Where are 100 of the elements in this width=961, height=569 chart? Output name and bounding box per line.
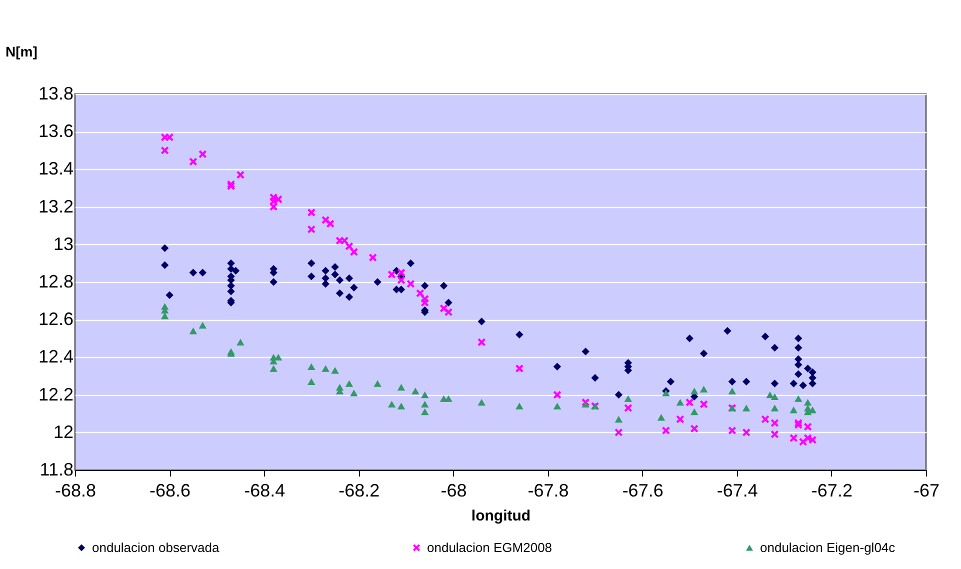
- point: [340, 236, 348, 245]
- x-axis-title: longitud: [471, 508, 531, 524]
- x-tick-label: -67: [913, 480, 940, 500]
- point: [326, 220, 334, 228]
- point: [690, 408, 698, 416]
- point: [236, 338, 244, 346]
- point: [728, 388, 736, 394]
- x-tick-label: -67.4: [716, 480, 758, 500]
- y-tick-label: 13.8: [38, 84, 74, 104]
- point: [350, 390, 358, 396]
- x-tick-label: -67.6: [622, 480, 664, 500]
- point: [614, 416, 623, 423]
- point: [728, 426, 736, 434]
- legend-label: ondulacion Eigen-gl04c: [760, 540, 896, 555]
- point: [770, 430, 779, 438]
- point: [478, 338, 486, 346]
- point: [308, 225, 316, 234]
- point: [166, 133, 174, 142]
- point: [368, 254, 377, 262]
- x-tick-label: -68.2: [338, 480, 380, 500]
- point: [308, 363, 316, 370]
- point: [742, 404, 750, 412]
- y-tick-label: 13.2: [38, 196, 74, 216]
- point: [270, 365, 278, 372]
- y-tick-label: 13: [53, 234, 74, 254]
- point: [416, 289, 424, 298]
- point: [350, 248, 358, 256]
- point: [444, 308, 452, 316]
- y-tick-label: 12.8: [38, 272, 74, 292]
- point: [624, 404, 632, 412]
- y-tick-label: 13.6: [38, 121, 74, 142]
- y-tick-label: 12.4: [38, 346, 74, 367]
- point: [478, 398, 486, 406]
- point: [700, 386, 708, 393]
- y-tick-label: 11.8: [40, 460, 74, 480]
- x-tick-label: -68.8: [54, 480, 96, 500]
- point: [397, 276, 406, 284]
- point: [808, 406, 816, 414]
- point: [397, 384, 406, 391]
- point: [676, 415, 684, 424]
- point: [770, 393, 779, 400]
- point: [308, 208, 316, 216]
- point: [274, 195, 282, 204]
- point: [189, 158, 198, 166]
- point: [189, 328, 198, 334]
- x-tick-label: -67.2: [811, 480, 852, 500]
- point: [308, 378, 316, 385]
- point: [516, 402, 524, 410]
- point: [345, 242, 354, 250]
- point: [420, 298, 429, 307]
- point: [198, 322, 207, 329]
- point: [700, 400, 708, 408]
- point: [662, 390, 670, 396]
- point: [553, 390, 562, 399]
- point: [790, 434, 798, 442]
- point: [160, 146, 169, 154]
- point: [420, 391, 429, 398]
- point: [582, 400, 590, 408]
- point: [198, 150, 207, 158]
- point: [420, 408, 429, 416]
- point: [388, 400, 396, 408]
- point: [412, 388, 420, 394]
- point: [761, 415, 770, 424]
- point: [790, 406, 798, 414]
- y-tick-label: 12: [53, 422, 74, 442]
- y-tick-label: 12.2: [38, 384, 74, 404]
- point: [388, 270, 396, 278]
- y-tick-label: 13.4: [38, 158, 74, 179]
- point: [322, 365, 330, 372]
- point: [794, 395, 802, 402]
- x-tick-label: -67.8: [528, 480, 569, 500]
- y-tick-label: 12.6: [38, 309, 74, 330]
- point: [614, 428, 623, 436]
- point: [770, 419, 779, 427]
- x-tick-label: -68.4: [244, 480, 286, 500]
- legend-label: ondulacion EGM2008: [427, 540, 552, 555]
- point: [657, 414, 666, 421]
- point: [406, 280, 415, 288]
- point: [331, 367, 339, 374]
- point: [742, 428, 750, 436]
- point: [804, 422, 812, 431]
- point: [420, 400, 429, 408]
- point: [236, 170, 244, 179]
- point: [770, 404, 779, 412]
- point: [397, 402, 406, 410]
- point: [808, 436, 816, 444]
- point: [804, 398, 812, 406]
- point: [690, 424, 698, 433]
- point: [676, 398, 684, 406]
- legend-label: ondulacion observada: [92, 540, 220, 555]
- x-tick-label: -68.6: [150, 480, 191, 500]
- x-tick-label: -68: [440, 480, 467, 500]
- point: [624, 395, 632, 402]
- point: [397, 268, 406, 276]
- point: [345, 380, 354, 387]
- y-axis-title: N[m]: [6, 44, 38, 60]
- point: [662, 426, 670, 434]
- point: [374, 380, 382, 387]
- point: [516, 364, 524, 372]
- point: [553, 402, 562, 410]
